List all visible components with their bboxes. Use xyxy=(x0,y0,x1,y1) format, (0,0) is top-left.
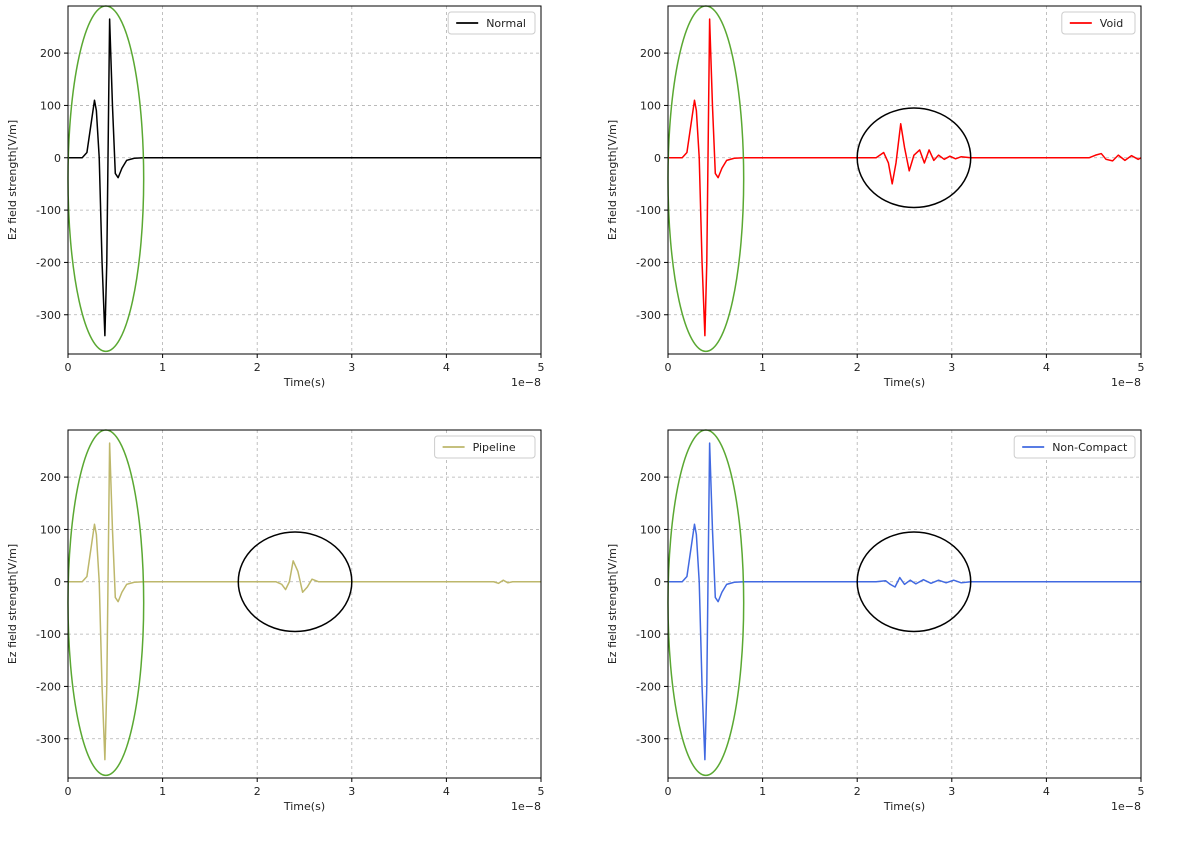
y-tick-label: 100 xyxy=(640,99,661,112)
x-axis-label: Time(s) xyxy=(883,800,925,813)
legend: Normal xyxy=(447,11,536,35)
legend-label: Non-Compact xyxy=(1052,441,1128,454)
legend-box xyxy=(447,11,536,35)
legend: Non-Compact xyxy=(1013,435,1136,459)
x-axis-label: Time(s) xyxy=(283,376,325,389)
x-offset-label: 1e−8 xyxy=(1111,800,1141,813)
y-tick-label: 100 xyxy=(40,523,61,536)
y-tick-label: 100 xyxy=(40,99,61,112)
legend-label: Normal xyxy=(486,17,526,30)
x-tick-label: 0 xyxy=(665,785,672,798)
series-line-normal xyxy=(68,18,541,337)
series-line-pipeline xyxy=(68,442,541,761)
x-tick-label: 3 xyxy=(948,785,955,798)
y-tick-label: 200 xyxy=(40,47,61,60)
x-tick-label: 0 xyxy=(665,361,672,374)
x-tick-label: 5 xyxy=(538,785,545,798)
y-tick-label: 0 xyxy=(54,576,61,589)
series-line-non-compact xyxy=(668,442,1141,761)
y-tick-label: -100 xyxy=(636,628,661,641)
x-tick-label: 5 xyxy=(1138,785,1145,798)
grid xyxy=(668,430,1141,778)
x-offset-label: 1e−8 xyxy=(511,800,541,813)
y-tick-label: 0 xyxy=(54,152,61,165)
legend: Pipeline xyxy=(434,435,536,459)
y-axis-label: Ez field strength[V/m] xyxy=(606,120,619,240)
legend-box xyxy=(434,435,536,459)
x-axis-label: Time(s) xyxy=(283,800,325,813)
x-tick-label: 5 xyxy=(538,361,545,374)
y-tick-label: -300 xyxy=(36,733,61,746)
y-axis-label: Ez field strength[V/m] xyxy=(6,544,19,664)
x-tick-label: 1 xyxy=(159,785,166,798)
legend-box xyxy=(1013,435,1136,459)
y-tick-label: -200 xyxy=(636,256,661,269)
grid xyxy=(68,6,541,354)
annotation-ellipse xyxy=(237,531,353,633)
chart-panel-void: 0 1 2 3 4 5 -300 -200 -100 0 100 200 Time(s) Ez field… xyxy=(606,5,1145,389)
y-tick-label: 200 xyxy=(40,471,61,484)
x-tick-label: 2 xyxy=(854,785,861,798)
x-offset-label: 1e−8 xyxy=(1111,376,1141,389)
y-axis-label: Ez field strength[V/m] xyxy=(606,544,619,664)
annotation-ellipse xyxy=(856,107,972,209)
y-tick-label: -100 xyxy=(36,628,61,641)
y-tick-label: 0 xyxy=(654,576,661,589)
y-tick-label: -300 xyxy=(636,733,661,746)
legend-box xyxy=(1061,11,1136,35)
y-tick-label: -200 xyxy=(36,256,61,269)
x-tick-label: 1 xyxy=(759,785,766,798)
y-tick-label: -200 xyxy=(36,680,61,693)
x-axis-label: Time(s) xyxy=(883,376,925,389)
y-axis-label: Ez field strength[V/m] xyxy=(6,120,19,240)
y-tick-label: 0 xyxy=(654,152,661,165)
grid xyxy=(68,430,541,778)
chart-panel-non-compact: 0 1 2 3 4 5 -300 -200 -100 0 100 200 Time(s) Ez field… xyxy=(606,429,1145,813)
y-tick-label: -300 xyxy=(636,309,661,322)
y-tick-label: -300 xyxy=(36,309,61,322)
grid xyxy=(668,6,1141,354)
annotation-ellipse xyxy=(856,531,972,633)
y-tick-label: 200 xyxy=(640,47,661,60)
x-tick-label: 4 xyxy=(1043,785,1050,798)
y-tick-label: 200 xyxy=(640,471,661,484)
y-tick-label: -100 xyxy=(636,204,661,217)
series-line-void xyxy=(668,18,1141,337)
chart-panel-pipeline: 0 1 2 3 4 5 -300 -200 -100 0 100 200 Time(s) Ez field… xyxy=(6,429,545,813)
plot-frame xyxy=(67,5,542,355)
x-tick-label: 1 xyxy=(159,361,166,374)
y-tick-label: -200 xyxy=(636,680,661,693)
legend-label: Pipeline xyxy=(473,441,516,454)
x-tick-label: 2 xyxy=(854,361,861,374)
plot-frame xyxy=(667,429,1142,779)
x-tick-label: 4 xyxy=(1043,361,1050,374)
x-tick-label: 3 xyxy=(348,361,355,374)
y-tick-label: -100 xyxy=(36,204,61,217)
x-offset-label: 1e−8 xyxy=(511,376,541,389)
x-tick-label: 2 xyxy=(254,785,261,798)
x-tick-label: 1 xyxy=(759,361,766,374)
x-tick-label: 4 xyxy=(443,785,450,798)
x-tick-label: 0 xyxy=(65,361,72,374)
legend: Void xyxy=(1061,11,1136,35)
x-tick-label: 5 xyxy=(1138,361,1145,374)
legend-label: Void xyxy=(1100,17,1123,30)
x-tick-label: 0 xyxy=(65,785,72,798)
y-tick-label: 100 xyxy=(640,523,661,536)
x-tick-label: 2 xyxy=(254,361,261,374)
chart-panel-normal: 0 1 2 3 4 5 -300 -200 -100 0 100 200 Time(s) Ez field… xyxy=(6,5,545,389)
x-tick-label: 3 xyxy=(948,361,955,374)
plot-frame xyxy=(67,429,542,779)
plot-frame xyxy=(667,5,1142,355)
x-tick-label: 4 xyxy=(443,361,450,374)
x-tick-label: 3 xyxy=(348,785,355,798)
